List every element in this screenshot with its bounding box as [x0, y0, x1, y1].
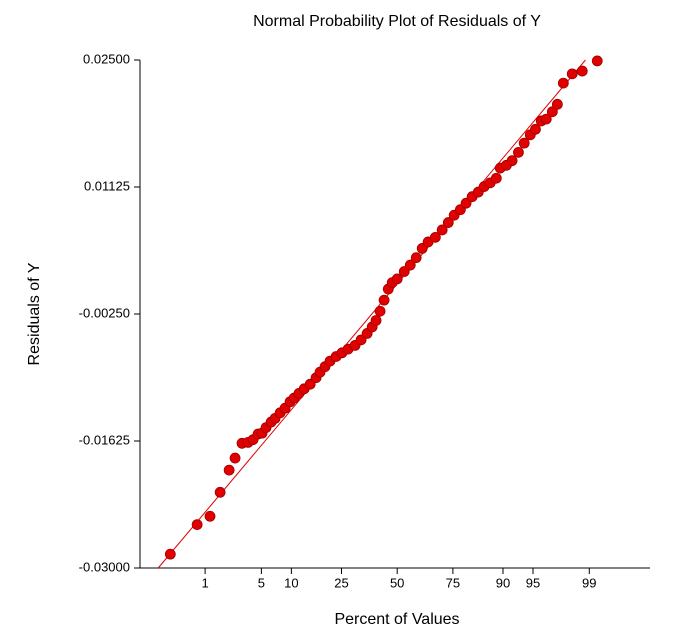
data-point — [391, 273, 403, 285]
data-point — [557, 77, 569, 89]
data-point — [490, 172, 502, 184]
data-point — [191, 519, 203, 530]
data-point — [540, 113, 552, 125]
x-tick-label: 1 — [201, 575, 208, 590]
y-tick-label: -0.01625 — [79, 432, 130, 447]
y-tick-label: 0.01125 — [84, 178, 130, 193]
data-point — [518, 137, 530, 149]
reference-line — [157, 59, 586, 569]
data-point — [506, 155, 518, 167]
data-point — [566, 68, 578, 80]
x-tick-label: 25 — [334, 575, 348, 590]
x-tick-label: 95 — [526, 575, 540, 590]
chart-title: Normal Probability Plot of Residuals of … — [253, 13, 541, 30]
data-point — [229, 452, 241, 464]
data-point — [546, 106, 558, 118]
x-tick-label: 90 — [496, 575, 510, 590]
data-point — [214, 486, 226, 498]
y-axis-title: Residuals of Y — [26, 262, 43, 365]
data-point — [404, 259, 416, 271]
x-tick-label: 50 — [390, 575, 404, 590]
x-tick-label: 5 — [258, 575, 265, 590]
data-point — [513, 146, 524, 158]
data-point — [530, 123, 541, 135]
data-point — [442, 217, 454, 228]
data-point — [374, 305, 386, 317]
data-point — [591, 55, 603, 67]
data-point — [410, 252, 422, 264]
y-tick-label: -0.03000 — [79, 559, 130, 574]
data-point — [429, 231, 441, 243]
data-point — [223, 464, 235, 476]
data-point — [576, 65, 588, 77]
data-point — [551, 98, 563, 110]
data-point — [204, 510, 216, 522]
x-tick-label: 10 — [284, 575, 298, 590]
y-tick-label: -0.00250 — [79, 305, 130, 320]
data-point — [436, 224, 448, 236]
x-tick-label: 99 — [582, 575, 596, 590]
data-point — [370, 315, 382, 326]
x-tick-label: 75 — [446, 575, 460, 590]
x-axis-title: Percent of Values — [334, 611, 459, 628]
data-point — [164, 548, 176, 560]
data-point — [378, 294, 390, 306]
y-tick-label: 0.02500 — [83, 51, 130, 66]
